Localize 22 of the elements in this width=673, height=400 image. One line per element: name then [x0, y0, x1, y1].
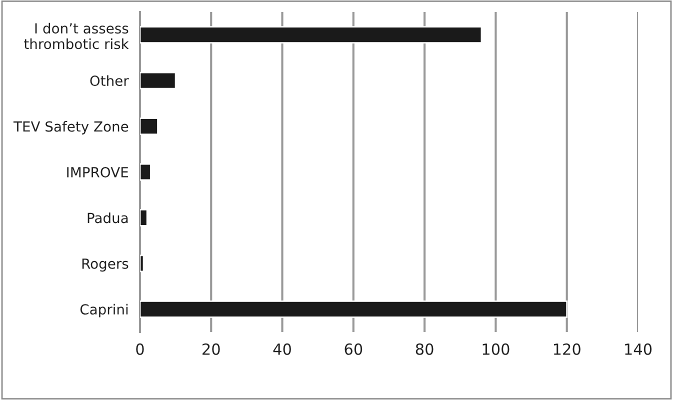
x-tick-label: 40	[273, 343, 291, 355]
bar	[140, 300, 568, 318]
x-tick-label: 80	[416, 343, 434, 355]
y-tick-label: TEV Safety Zone	[13, 121, 128, 134]
x-tick-label: 20	[202, 343, 220, 355]
bar	[140, 72, 176, 90]
x-tick-label: 0	[136, 343, 144, 355]
x-tick-label: 140	[625, 343, 652, 355]
bar	[140, 118, 158, 135]
y-tick-label: IMPROVE	[67, 166, 128, 178]
y-tick-label: Rogers	[82, 258, 128, 272]
bar	[140, 163, 152, 181]
x-tick-label: 100	[482, 343, 510, 355]
y-tick-label: Caprini	[80, 304, 128, 318]
y-tick-label: Other	[90, 75, 129, 86]
x-tick-label: 120	[554, 343, 580, 355]
y-tick-label: I don’t assess thrombotic risk	[24, 22, 129, 50]
x-tick-label: 60	[344, 343, 362, 355]
bar	[140, 209, 148, 226]
bar	[140, 254, 144, 272]
bar	[140, 26, 482, 44]
y-tick-label: Padua	[88, 212, 128, 224]
